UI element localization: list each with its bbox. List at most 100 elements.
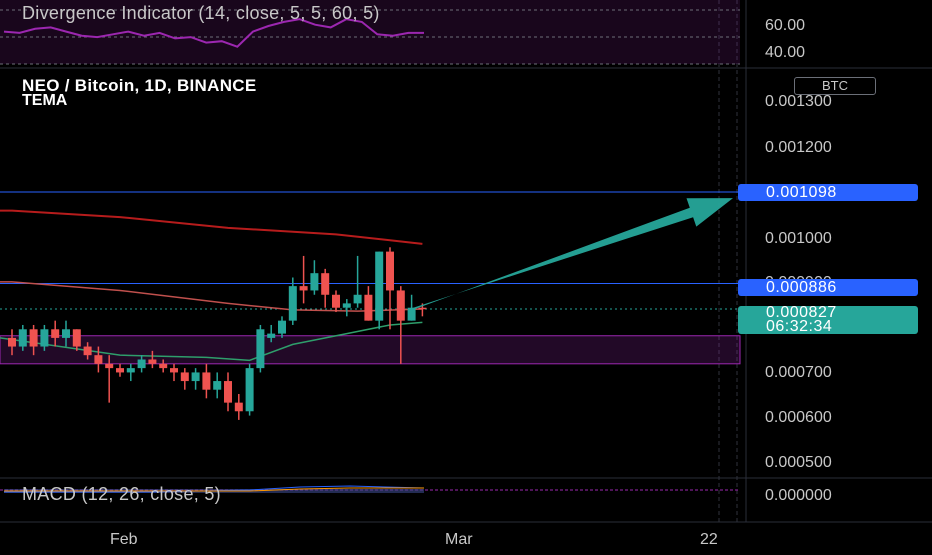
rsi-axis-label: 60.00 bbox=[765, 17, 805, 34]
candle[interactable] bbox=[245, 363, 254, 416]
price-axis-label: 0.000700 bbox=[765, 364, 832, 381]
candle[interactable] bbox=[364, 286, 373, 321]
candle[interactable] bbox=[126, 363, 135, 382]
candle-body bbox=[116, 368, 124, 373]
currency-badge[interactable]: BTC bbox=[794, 77, 876, 95]
ema-mid-line bbox=[0, 281, 423, 312]
candle[interactable] bbox=[137, 355, 146, 373]
candle[interactable] bbox=[72, 329, 81, 351]
candle-body bbox=[148, 359, 157, 364]
candle-body bbox=[364, 294, 373, 321]
candle[interactable] bbox=[396, 286, 405, 364]
price-axis-label: 0.001200 bbox=[765, 139, 832, 156]
candle-body bbox=[8, 337, 16, 347]
candle-body bbox=[51, 329, 60, 338]
resistance-price-tag: 0.000886 bbox=[738, 279, 918, 296]
tema-line bbox=[0, 321, 423, 362]
candle-body bbox=[375, 251, 384, 321]
symbol-title[interactable]: NEO / Bitcoin, 1D, BINANCE bbox=[22, 76, 257, 95]
candle[interactable] bbox=[234, 394, 243, 420]
candle-body bbox=[299, 286, 308, 291]
candle[interactable] bbox=[299, 255, 308, 304]
candle-body bbox=[418, 307, 427, 310]
candle[interactable] bbox=[29, 324, 38, 356]
divergence-indicator-title[interactable]: Divergence Indicator (14, close, 5, 5, 6… bbox=[22, 3, 380, 23]
macd-indicator-title[interactable]: MACD (12, 26, close, 5) bbox=[22, 484, 221, 504]
candles-group bbox=[8, 247, 427, 420]
projection-arrow[interactable] bbox=[412, 198, 733, 310]
time-axis-label: Feb bbox=[110, 531, 138, 548]
candle[interactable] bbox=[224, 372, 232, 412]
candle-body bbox=[83, 346, 92, 356]
candle-body bbox=[94, 355, 103, 364]
candle[interactable] bbox=[310, 260, 319, 295]
last-price-value: 0.000827 bbox=[766, 304, 837, 321]
candle-body bbox=[137, 359, 146, 369]
candle[interactable] bbox=[375, 251, 384, 330]
price-axis-label: 0.000500 bbox=[765, 454, 832, 471]
candle[interactable] bbox=[278, 316, 286, 338]
candle[interactable] bbox=[256, 324, 265, 373]
candle-body bbox=[386, 251, 394, 291]
candle-body bbox=[342, 303, 351, 308]
candle[interactable] bbox=[407, 294, 416, 321]
last-price-tag: 0.000827 06:32:34 bbox=[738, 304, 918, 335]
candle[interactable] bbox=[213, 372, 222, 399]
candle[interactable] bbox=[148, 350, 157, 369]
target-price-tag: 0.001098 bbox=[738, 184, 918, 201]
candle[interactable] bbox=[8, 329, 16, 356]
candle[interactable] bbox=[332, 290, 340, 313]
candle[interactable] bbox=[180, 368, 189, 390]
candle-body bbox=[170, 368, 178, 373]
candle-body bbox=[407, 307, 416, 321]
candle-body bbox=[105, 363, 114, 369]
candle[interactable] bbox=[51, 320, 60, 347]
candle[interactable] bbox=[105, 355, 114, 403]
candle-body bbox=[267, 333, 276, 338]
candle-body bbox=[126, 368, 135, 373]
bar-countdown: 06:32:34 bbox=[766, 318, 833, 335]
macd-line bbox=[4, 485, 425, 493]
candle[interactable] bbox=[321, 268, 330, 308]
candle[interactable] bbox=[18, 324, 27, 351]
time-axis-label: Mar bbox=[445, 531, 473, 548]
candle[interactable] bbox=[267, 324, 276, 343]
candle-body bbox=[40, 329, 49, 347]
tema-legend[interactable]: TEMA bbox=[22, 92, 68, 109]
candle-body bbox=[62, 329, 70, 338]
candle[interactable] bbox=[62, 320, 70, 347]
time-axis-label: 22 bbox=[700, 531, 718, 548]
candle[interactable] bbox=[170, 363, 178, 382]
candle-body bbox=[18, 329, 27, 347]
candle[interactable] bbox=[116, 363, 124, 377]
candle-body bbox=[191, 372, 200, 382]
candle[interactable] bbox=[191, 368, 200, 390]
candle-body bbox=[332, 294, 340, 308]
candle-body bbox=[202, 372, 211, 390]
price-axis-label: 0.000600 bbox=[765, 409, 832, 426]
macd-signal-line bbox=[4, 487, 424, 492]
macd-axis-label: 0.000000 bbox=[765, 487, 832, 504]
candle-body bbox=[224, 381, 232, 403]
candle-body bbox=[213, 381, 222, 390]
candle[interactable] bbox=[288, 277, 297, 325]
candle[interactable] bbox=[40, 324, 49, 351]
candle-body bbox=[159, 363, 168, 369]
candle-body bbox=[288, 286, 297, 321]
candle[interactable] bbox=[202, 363, 211, 399]
candle[interactable] bbox=[94, 346, 103, 373]
candle-body bbox=[29, 329, 38, 347]
candle[interactable] bbox=[386, 247, 394, 330]
candle-body bbox=[353, 294, 362, 304]
candle-body bbox=[396, 290, 405, 321]
candle[interactable] bbox=[342, 299, 351, 317]
candle-body bbox=[180, 372, 189, 382]
price-axis-label: 0.001000 bbox=[765, 230, 832, 247]
candle[interactable] bbox=[83, 342, 92, 360]
candle[interactable] bbox=[353, 255, 362, 308]
rsi-line bbox=[3, 18, 424, 48]
candle[interactable] bbox=[159, 359, 168, 373]
